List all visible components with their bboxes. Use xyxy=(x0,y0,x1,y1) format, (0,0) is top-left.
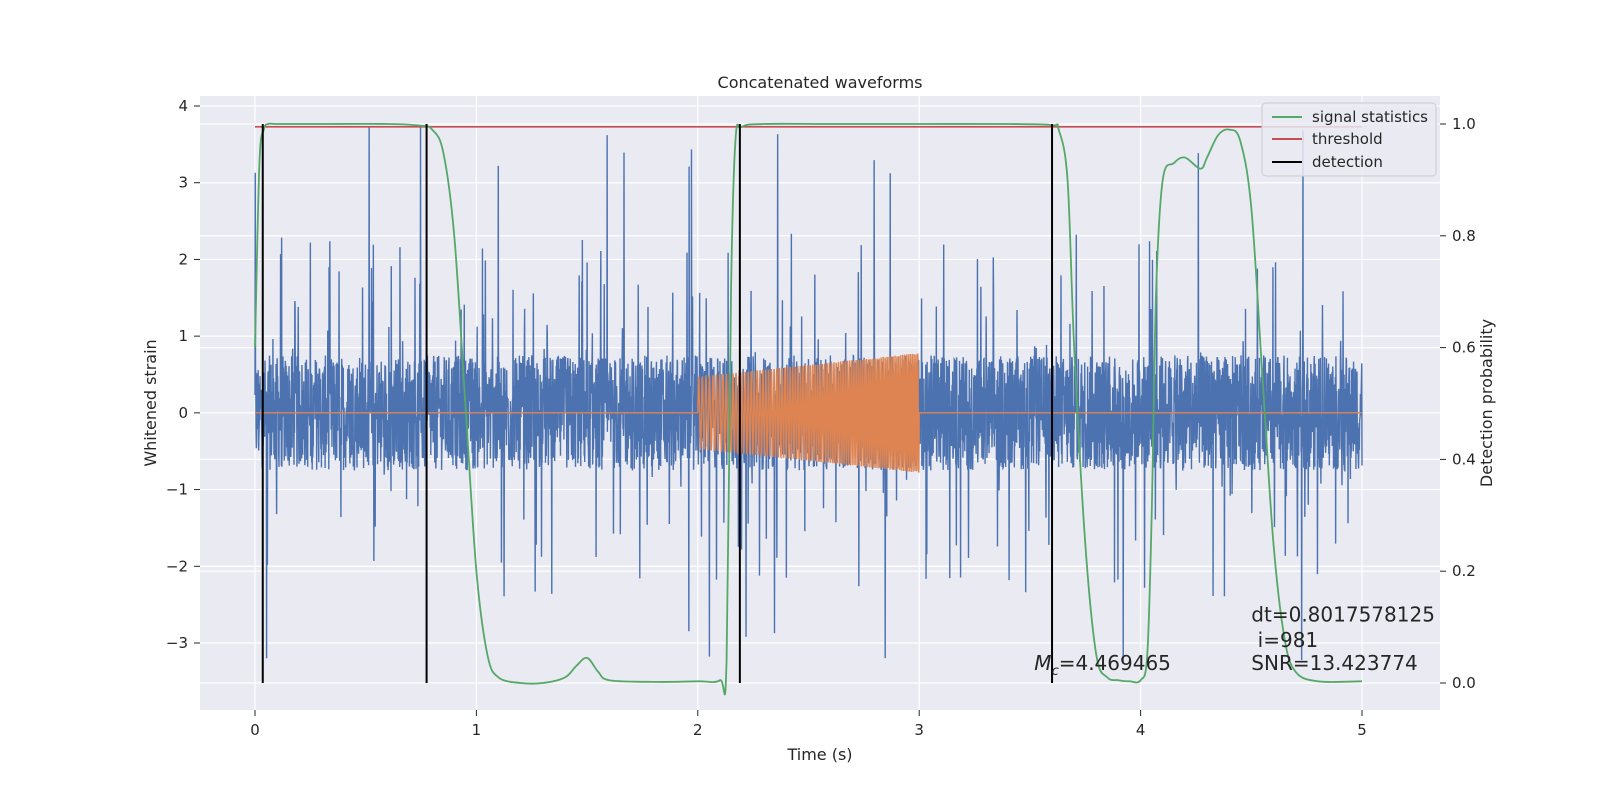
series-chirp-template xyxy=(255,353,1362,473)
y2-tick-label: 0.2 xyxy=(1452,562,1476,580)
plot-area xyxy=(254,122,1363,696)
y-tick-label: −1 xyxy=(166,481,188,499)
x-tick-label: 2 xyxy=(693,721,703,739)
y2-axis-label: Detection probability xyxy=(1477,319,1496,487)
annotation-snr: SNR=13.423774 xyxy=(1251,651,1417,675)
y2-tick-label: 0.6 xyxy=(1452,339,1476,357)
x-tick-label: 4 xyxy=(1136,721,1146,739)
legend-label-detection: detection xyxy=(1312,153,1383,171)
y2-tick-label: 1.0 xyxy=(1452,115,1476,133)
annotation-index: i=981 xyxy=(1251,628,1318,652)
legend-label-threshold: threshold xyxy=(1312,130,1383,148)
annotation-mc-value: =4.469465 xyxy=(1059,651,1171,675)
y2-tick-label: 0.0 xyxy=(1452,674,1476,692)
y-tick-label: −2 xyxy=(166,557,188,575)
annotation-mc-symbol: M xyxy=(1034,651,1051,675)
x-axis: 0 1 2 3 4 5 xyxy=(250,710,1367,739)
x-tick-label: 0 xyxy=(250,721,260,739)
y-axis-left: 4 3 2 1 0 −1 −2 −3 xyxy=(166,97,200,652)
y-tick-label: 3 xyxy=(178,174,188,192)
x-axis-label: Time (s) xyxy=(786,745,852,764)
y-tick-label: −3 xyxy=(166,634,188,652)
series-whitened-strain xyxy=(254,126,1363,663)
annotation-mc-subscript: c xyxy=(1052,664,1059,679)
x-tick-label: 3 xyxy=(914,721,924,739)
y-tick-label: 0 xyxy=(178,404,188,422)
annotation-dt: dt=0.8017578125 xyxy=(1251,603,1435,627)
legend-box xyxy=(1261,102,1437,177)
legend: signal statistics threshold detection xyxy=(1261,102,1437,177)
series-signal-statistics xyxy=(254,122,1363,696)
annotations: Mc=4.469465 dt=0.8017578125 i=981 SNR=13… xyxy=(1034,603,1435,679)
x-tick-label: 1 xyxy=(472,721,482,739)
y-axis-right: 1.0 0.8 0.6 0.4 0.2 0.0 xyxy=(1440,115,1476,692)
y-axis-label: Whitened strain xyxy=(141,339,160,466)
y-tick-label: 4 xyxy=(178,97,188,115)
y2-tick-label: 0.8 xyxy=(1452,227,1476,245)
x-tick-label: 5 xyxy=(1357,721,1367,739)
y-tick-label: 2 xyxy=(178,250,188,268)
y-tick-label: 1 xyxy=(178,327,188,345)
y2-tick-label: 0.4 xyxy=(1452,450,1476,468)
chart-title: Concatenated waveforms xyxy=(718,73,923,92)
annotation-chirp-mass: Mc=4.469465 xyxy=(1034,651,1171,679)
legend-label-signal-statistics: signal statistics xyxy=(1312,108,1428,126)
